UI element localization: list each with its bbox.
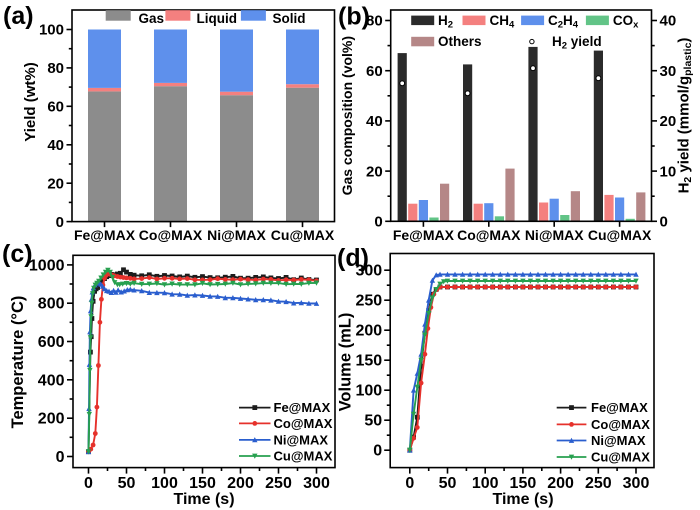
svg-text:50: 50 xyxy=(439,475,457,492)
svg-text:0: 0 xyxy=(373,443,382,460)
svg-text:Cu@MAX: Cu@MAX xyxy=(274,449,333,464)
svg-text:200: 200 xyxy=(227,475,254,492)
svg-text:Yield (wt%): Yield (wt%) xyxy=(22,62,39,141)
svg-text:0: 0 xyxy=(405,475,414,492)
svg-text:40: 40 xyxy=(47,137,64,154)
svg-text:250: 250 xyxy=(355,293,382,310)
svg-text:1000: 1000 xyxy=(29,257,65,274)
svg-text:250: 250 xyxy=(585,475,612,492)
svg-text:50: 50 xyxy=(118,475,136,492)
svg-text:60: 60 xyxy=(47,99,64,116)
svg-text:Others: Others xyxy=(438,34,482,49)
svg-text:Liquid: Liquid xyxy=(197,11,238,26)
svg-text:250: 250 xyxy=(265,475,292,492)
svg-text:0: 0 xyxy=(374,214,382,231)
svg-text:150: 150 xyxy=(189,475,216,492)
svg-text:0: 0 xyxy=(56,214,64,231)
svg-text:10: 10 xyxy=(660,163,677,180)
svg-text:0: 0 xyxy=(56,449,65,466)
svg-text:20: 20 xyxy=(660,113,677,130)
svg-text:(c): (c) xyxy=(2,240,33,268)
svg-text:Co@MAX: Co@MAX xyxy=(591,417,650,432)
svg-text:Volume (mL): Volume (mL) xyxy=(337,313,355,412)
svg-text:Ni@MAX: Ni@MAX xyxy=(525,227,584,243)
svg-text:Co@MAX: Co@MAX xyxy=(457,227,521,243)
svg-text:60: 60 xyxy=(366,63,383,80)
svg-text:800: 800 xyxy=(38,296,65,313)
svg-text:Fe@MAX: Fe@MAX xyxy=(74,227,136,243)
svg-text:20: 20 xyxy=(47,175,64,192)
svg-text:Cu@MAX: Cu@MAX xyxy=(271,227,335,243)
svg-text:200: 200 xyxy=(355,323,382,340)
svg-text:80: 80 xyxy=(47,60,64,77)
svg-text:150: 150 xyxy=(510,475,537,492)
svg-text:Gas composition (vol%): Gas composition (vol%) xyxy=(339,36,355,195)
svg-text:40: 40 xyxy=(660,13,677,30)
svg-text:(a): (a) xyxy=(3,2,34,30)
svg-text:0: 0 xyxy=(84,475,93,492)
svg-text:(d): (d) xyxy=(337,244,369,272)
svg-text:Fe@MAX: Fe@MAX xyxy=(274,400,331,415)
svg-text:COx: COx xyxy=(613,13,639,30)
svg-text:Fe@MAX: Fe@MAX xyxy=(591,400,648,415)
svg-text:80: 80 xyxy=(366,13,383,30)
svg-text:20: 20 xyxy=(366,163,383,180)
svg-text:Ni@MAX: Ni@MAX xyxy=(207,227,266,243)
svg-text:40: 40 xyxy=(366,113,383,130)
svg-text:100: 100 xyxy=(472,475,499,492)
svg-text:(b): (b) xyxy=(338,3,370,31)
svg-text:600: 600 xyxy=(38,334,65,351)
svg-text:150: 150 xyxy=(355,353,382,370)
svg-text:Co@MAX: Co@MAX xyxy=(274,416,333,431)
svg-text:C2H4: C2H4 xyxy=(548,13,579,30)
svg-text:100: 100 xyxy=(355,383,382,400)
svg-text:0: 0 xyxy=(660,214,668,231)
svg-text:Temperature (°C): Temperature (°C) xyxy=(9,296,27,429)
svg-text:300: 300 xyxy=(623,475,650,492)
svg-text:30: 30 xyxy=(660,63,677,80)
svg-text:300: 300 xyxy=(303,475,330,492)
svg-text:Fe@MAX: Fe@MAX xyxy=(393,227,455,243)
svg-text:Gas: Gas xyxy=(139,11,165,26)
svg-text:Cu@MAX: Cu@MAX xyxy=(591,450,650,465)
svg-text:100: 100 xyxy=(151,475,178,492)
svg-text:Ni@MAX: Ni@MAX xyxy=(591,433,646,448)
svg-text:Time (s): Time (s) xyxy=(173,491,234,508)
svg-text:100: 100 xyxy=(39,22,64,39)
svg-text:200: 200 xyxy=(38,411,65,428)
svg-text:400: 400 xyxy=(38,372,65,389)
svg-text:Time (s): Time (s) xyxy=(492,491,553,508)
svg-text:50: 50 xyxy=(364,413,382,430)
svg-text:Co@MAX: Co@MAX xyxy=(139,227,203,243)
svg-text:200: 200 xyxy=(547,475,574,492)
svg-text:H2 yield: H2 yield xyxy=(552,34,602,51)
svg-text:CH4: CH4 xyxy=(490,13,516,30)
svg-text:Solid: Solid xyxy=(273,11,306,26)
svg-text:H2 yield (mmol/gplastic): H2 yield (mmol/gplastic) xyxy=(676,38,695,194)
svg-text:Ni@MAX: Ni@MAX xyxy=(274,433,329,448)
svg-text:300: 300 xyxy=(355,263,382,280)
svg-text:Cu@MAX: Cu@MAX xyxy=(588,227,652,243)
